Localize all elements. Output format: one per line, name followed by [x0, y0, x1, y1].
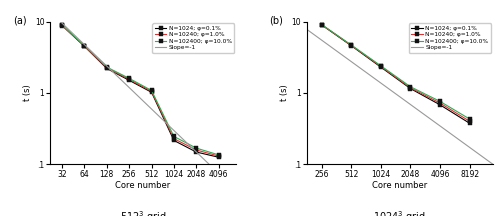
- Legend: N=1024; φ=0.1%, N=10240; φ=1.0%, N=102400; φ=10.0%, Slope=-1: N=1024; φ=0.1%, N=10240; φ=1.0%, N=10240…: [152, 23, 234, 53]
- Line: N=1024; φ=0.1%: N=1024; φ=0.1%: [60, 24, 220, 159]
- Line: N=102400; φ=10.0%: N=102400; φ=10.0%: [320, 22, 472, 121]
- N=102400; φ=10.0%: [59, 24, 65, 27]
- N=102400; φ=10.0%: [466, 118, 472, 120]
- N=10240; φ=1.0%: [408, 86, 414, 89]
- N=10240; φ=1.0%: [126, 78, 132, 81]
- N=1024; φ=0.1%: [216, 156, 222, 159]
- Line: N=10240; φ=1.0%: N=10240; φ=1.0%: [320, 23, 472, 123]
- N=10240; φ=1.0%: [59, 24, 65, 27]
- Line: N=102400; φ=10.0%: N=102400; φ=10.0%: [60, 23, 220, 157]
- N=1024; φ=0.1%: [408, 87, 414, 90]
- N=10240; φ=1.0%: [148, 90, 154, 93]
- X-axis label: Core number: Core number: [372, 181, 427, 191]
- Line: N=1024; φ=0.1%: N=1024; φ=0.1%: [320, 23, 472, 125]
- N=1024; φ=0.1%: [378, 66, 384, 68]
- N=102400; φ=10.0%: [216, 154, 222, 156]
- N=102400; φ=10.0%: [348, 44, 354, 46]
- Title: 1024$^3$ grid: 1024$^3$ grid: [373, 210, 426, 216]
- N=1024; φ=0.1%: [194, 151, 200, 153]
- Title: 512$^3$ grid: 512$^3$ grid: [120, 210, 166, 216]
- N=10240; φ=1.0%: [348, 44, 354, 47]
- N=10240; φ=1.0%: [378, 65, 384, 68]
- N=1024; φ=0.1%: [437, 103, 443, 106]
- N=102400; φ=10.0%: [126, 77, 132, 80]
- N=10240; φ=1.0%: [82, 45, 87, 47]
- N=102400; φ=10.0%: [378, 65, 384, 67]
- N=1024; φ=0.1%: [148, 91, 154, 94]
- N=102400; φ=10.0%: [171, 135, 177, 138]
- N=10240; φ=1.0%: [466, 120, 472, 122]
- N=102400; φ=10.0%: [104, 66, 110, 68]
- N=102400; φ=10.0%: [408, 86, 414, 88]
- Legend: N=1024; φ=0.1%, N=10240; φ=1.0%, N=102400; φ=10.0%, Slope=-1: N=1024; φ=0.1%, N=10240; φ=1.0%, N=10240…: [409, 23, 491, 53]
- Text: (a): (a): [13, 16, 26, 26]
- N=102400; φ=10.0%: [318, 23, 324, 26]
- N=1024; φ=0.1%: [82, 45, 87, 48]
- N=10240; φ=1.0%: [104, 67, 110, 69]
- N=1024; φ=0.1%: [318, 24, 324, 26]
- X-axis label: Core number: Core number: [116, 181, 170, 191]
- N=10240; φ=1.0%: [194, 149, 200, 151]
- N=10240; φ=1.0%: [318, 23, 324, 26]
- N=102400; φ=10.0%: [148, 89, 154, 92]
- N=1024; φ=0.1%: [466, 122, 472, 125]
- N=10240; φ=1.0%: [171, 137, 177, 140]
- Text: (b): (b): [270, 16, 283, 26]
- N=102400; φ=10.0%: [82, 44, 87, 47]
- N=1024; φ=0.1%: [104, 67, 110, 70]
- Line: N=10240; φ=1.0%: N=10240; φ=1.0%: [60, 23, 220, 158]
- N=1024; φ=0.1%: [348, 44, 354, 47]
- Y-axis label: t (s): t (s): [280, 84, 288, 101]
- N=102400; φ=10.0%: [437, 100, 443, 103]
- N=1024; φ=0.1%: [126, 79, 132, 82]
- N=10240; φ=1.0%: [437, 102, 443, 104]
- Y-axis label: t (s): t (s): [23, 84, 32, 101]
- N=102400; φ=10.0%: [194, 147, 200, 149]
- N=1024; φ=0.1%: [59, 24, 65, 27]
- N=10240; φ=1.0%: [216, 155, 222, 157]
- N=1024; φ=0.1%: [171, 139, 177, 142]
